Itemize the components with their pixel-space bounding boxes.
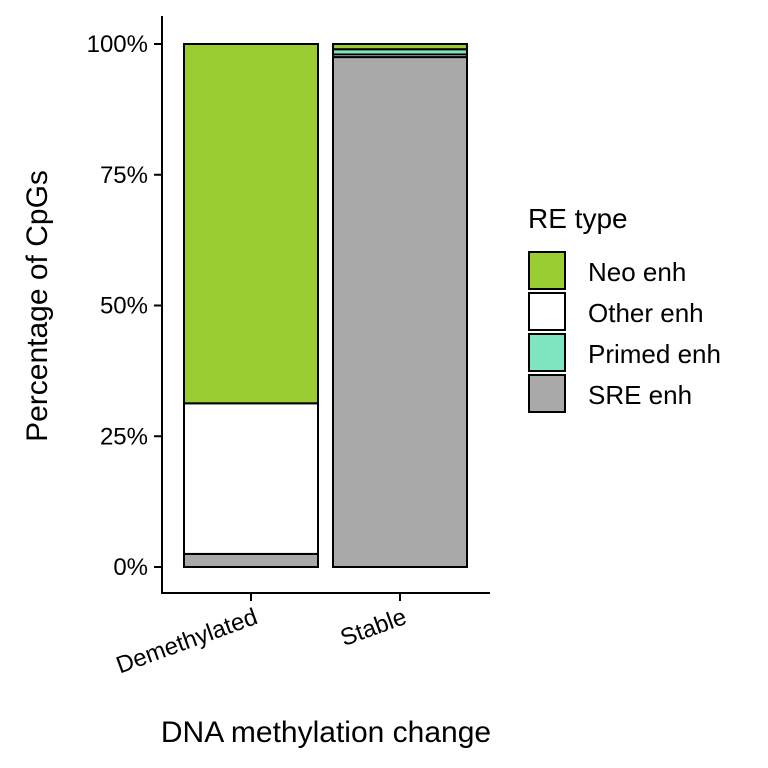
bar-segment-demethylated-neo-enh (183, 43, 319, 405)
bar-segment-demethylated-sre-enh (183, 552, 319, 568)
legend-label: Primed enh (588, 339, 721, 369)
y-tick-label: 0% (113, 554, 148, 581)
legend-key-primed-enh (528, 333, 566, 372)
legend-key-neo-enh (528, 251, 566, 290)
legend-label: Neo enh (588, 257, 686, 287)
legend-label: SRE enh (588, 380, 692, 410)
legend-key-sre-enh (528, 374, 566, 413)
legend-label: Other enh (588, 298, 704, 328)
bars-group (183, 43, 468, 568)
x-axis-title: DNA methylation change (161, 716, 491, 749)
x-tick-label: Demethylated (113, 603, 261, 679)
y-tick-label: 50% (100, 293, 148, 320)
y-tick-label: 25% (100, 423, 148, 450)
bar-segment-stable-sre-enh (332, 56, 468, 568)
legend: RE type Neo enh Other enh Primed enh SRE en… (528, 203, 721, 413)
bar-segment-stable-neo-enh (332, 43, 468, 51)
y-tick-label: 75% (100, 162, 148, 189)
legend-title: RE type (528, 203, 628, 234)
y-tick-label: 100% (87, 31, 148, 58)
x-tick-label: Stable (337, 603, 410, 652)
legend-key-other-enh (528, 292, 566, 331)
y-axis-title: Percentage of CpGs (21, 170, 54, 442)
bar-segment-demethylated-other-enh (183, 402, 319, 555)
